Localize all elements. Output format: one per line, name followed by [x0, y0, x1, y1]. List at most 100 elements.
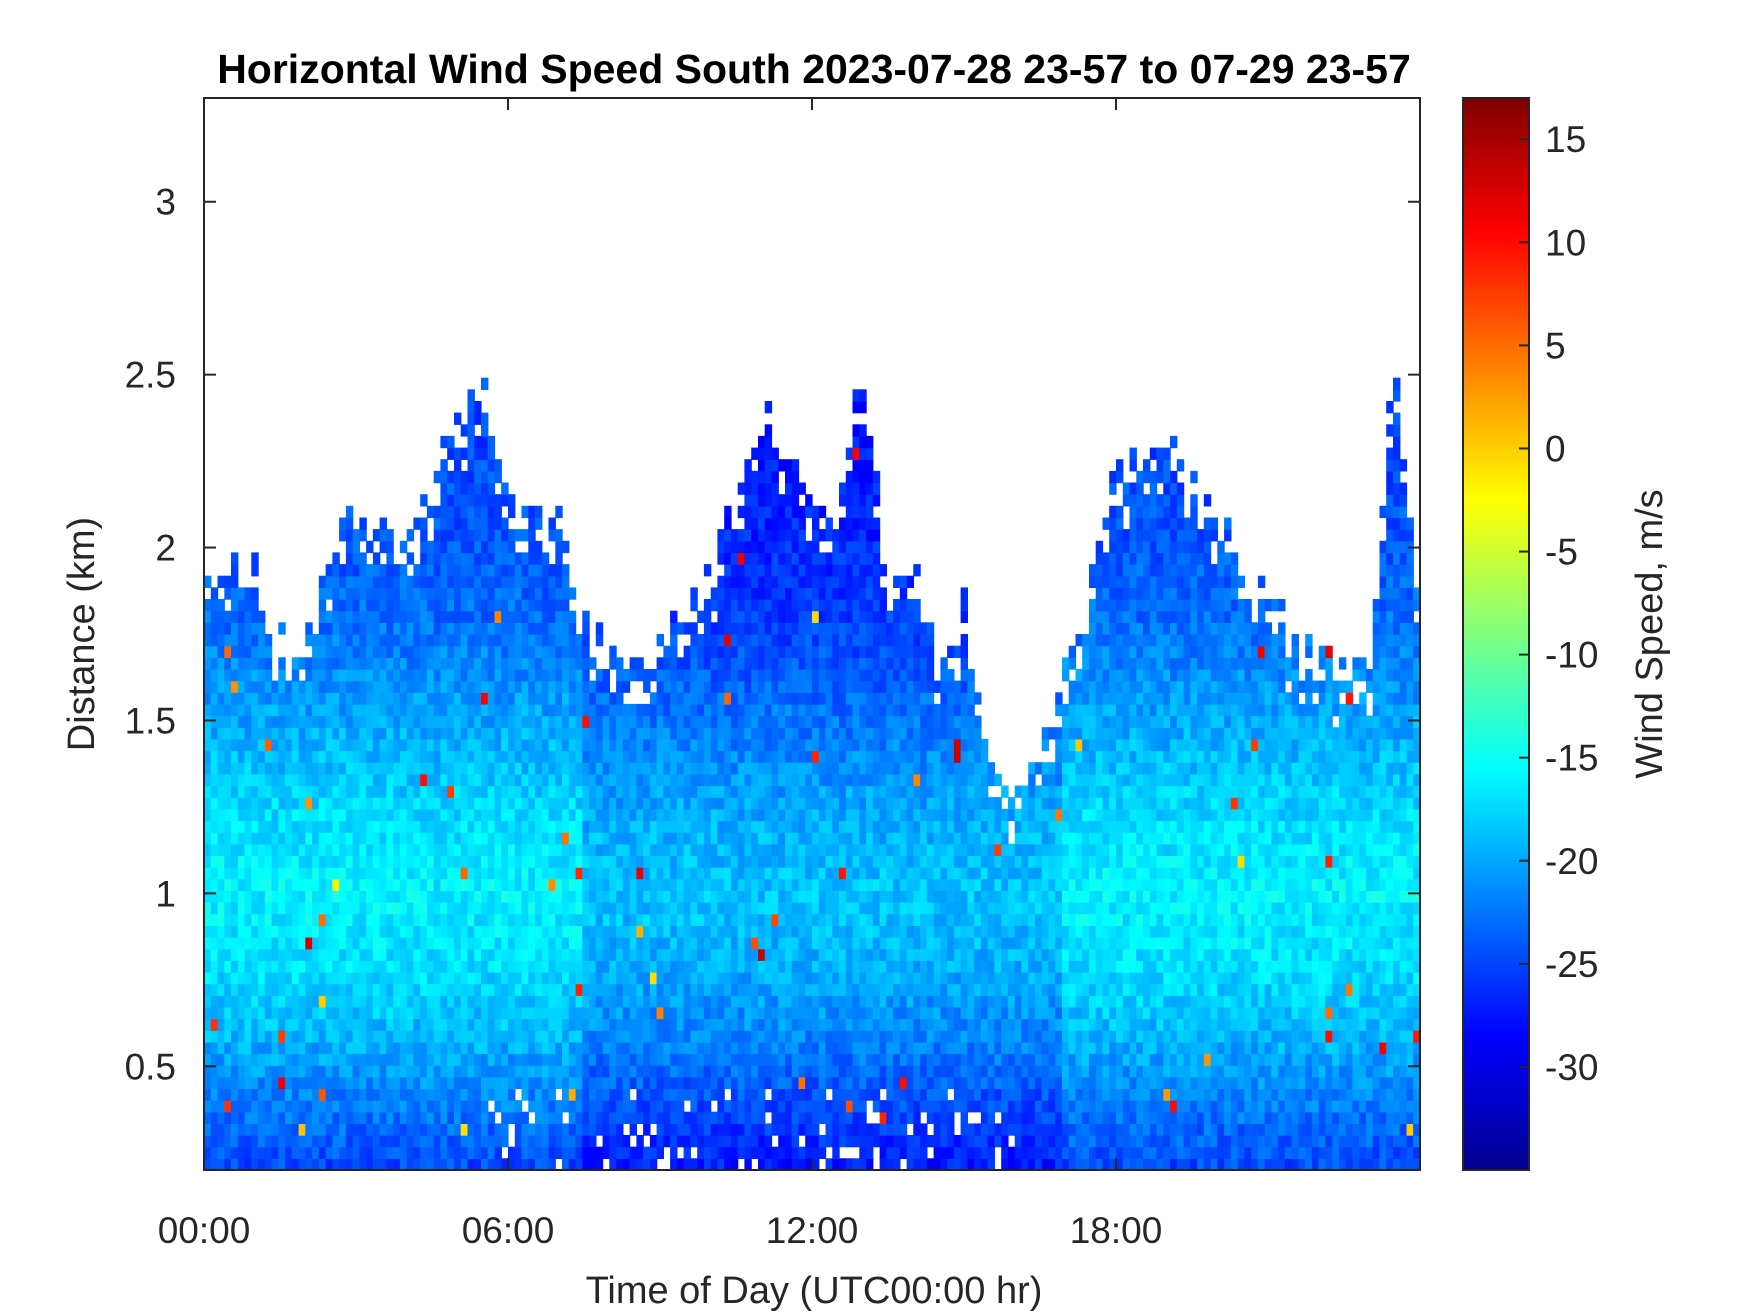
- heatmap-cell: [622, 937, 631, 950]
- heatmap-cell: [372, 832, 381, 845]
- heatmap-cell: [345, 750, 354, 763]
- heatmap-cell: [345, 902, 354, 915]
- heatmap-cell: [251, 1123, 259, 1136]
- heatmap-cell: [352, 645, 360, 658]
- heatmap-cell: [467, 505, 475, 519]
- heatmap-cell: [683, 925, 691, 938]
- heatmap-cell: [474, 925, 482, 938]
- heatmap-cell: [224, 785, 232, 798]
- heatmap-cell: [481, 925, 489, 938]
- heatmap-cell: [285, 890, 293, 903]
- heatmap-cell: [771, 773, 779, 787]
- heatmap-cell: [332, 1146, 340, 1159]
- heatmap-cell: [231, 1076, 239, 1090]
- heatmap-cell: [589, 1100, 597, 1113]
- heatmap-cell: [609, 995, 617, 1008]
- heatmap-cell: [643, 890, 651, 903]
- heatmap-cell: [454, 680, 462, 693]
- heatmap-cell: [352, 971, 360, 985]
- heatmap-cell: [494, 727, 502, 740]
- heatmap-cell: [636, 878, 644, 891]
- heatmap-cell: [231, 1088, 239, 1101]
- heatmap-cell: [460, 843, 469, 856]
- heatmap-cell: [832, 1030, 840, 1043]
- heatmap-cell: [244, 1146, 252, 1159]
- heatmap-cell: [629, 1030, 637, 1043]
- heatmap-cell: [629, 1158, 637, 1171]
- heatmap-cell: [406, 715, 415, 728]
- heatmap-cell: [636, 913, 644, 926]
- heatmap-cell: [812, 1135, 820, 1148]
- heatmap-cell: [312, 1100, 320, 1113]
- heatmap-cell: [812, 1100, 820, 1113]
- heatmap-cell: [690, 715, 698, 728]
- heatmap-cell: [839, 482, 847, 495]
- heatmap-cell: [244, 995, 252, 1008]
- heatmap-cell: [345, 657, 354, 670]
- heatmap-cell: [244, 727, 252, 740]
- heatmap-cell: [629, 913, 637, 926]
- heatmap-cell: [791, 1053, 800, 1066]
- heatmap-cell: [264, 785, 273, 798]
- heatmap-cell: [372, 960, 381, 973]
- heatmap-cell: [244, 622, 252, 635]
- heatmap-cell: [399, 1041, 408, 1055]
- heatmap-cell: [697, 610, 705, 623]
- heatmap-cell: [595, 797, 604, 810]
- heatmap-cell: [839, 645, 847, 658]
- heatmap-cell: [264, 937, 273, 950]
- heatmap-cell: [420, 808, 428, 822]
- heatmap-cell: [589, 703, 597, 717]
- heatmap-cell: [710, 1030, 719, 1043]
- heatmap-cell: [771, 517, 779, 530]
- heatmap-cell: [399, 1018, 408, 1031]
- heatmap-cell: [426, 1065, 435, 1078]
- heatmap-cell: [359, 669, 367, 682]
- heatmap-cell: [670, 645, 678, 658]
- heatmap-cell: [231, 1123, 239, 1136]
- heatmap-cell: [244, 1041, 252, 1055]
- heatmap-cell: [352, 808, 360, 822]
- heatmap-cell: [481, 412, 489, 425]
- heatmap-cell: [467, 435, 475, 449]
- heatmap-cell: [433, 540, 442, 554]
- heatmap-cell: [352, 867, 360, 880]
- heatmap-cell: [420, 913, 428, 926]
- heatmap-cell: [393, 1053, 401, 1066]
- heatmap-cell: [237, 1158, 246, 1171]
- heatmap-cell: [312, 867, 320, 880]
- heatmap-cell: [521, 785, 529, 798]
- heatmap-cell: [548, 622, 556, 635]
- heatmap-cell: [359, 855, 367, 868]
- heatmap-cell: [318, 657, 327, 670]
- heatmap-cell: [325, 715, 333, 728]
- heatmap-cell: [676, 995, 685, 1008]
- heatmap-cell: [494, 1018, 502, 1031]
- heatmap-cell: [724, 902, 732, 915]
- heatmap-cell: [730, 925, 739, 938]
- heatmap-cell: [575, 680, 583, 693]
- heatmap-cell: [332, 657, 340, 670]
- heatmap-cell: [318, 971, 327, 985]
- heatmap-cell: [204, 971, 212, 985]
- heatmap-cell: [643, 1123, 651, 1136]
- heatmap-cell: [676, 669, 685, 682]
- heatmap-cell: [609, 1123, 617, 1136]
- heatmap-cell: [568, 1146, 577, 1159]
- heatmap-cell: [805, 1088, 813, 1101]
- heatmap-cell: [440, 1053, 448, 1066]
- heatmap-cell: [758, 1018, 766, 1031]
- heatmap-cell: [697, 1100, 705, 1113]
- heatmap-cell: [332, 610, 340, 623]
- heatmap-cell: [582, 634, 590, 647]
- heatmap-cell: [474, 575, 482, 588]
- heatmap-cell: [730, 948, 739, 961]
- heatmap-cell: [210, 1053, 219, 1066]
- heatmap-cell: [291, 703, 300, 717]
- heatmap-cell: [758, 599, 766, 612]
- heatmap-cell: [305, 727, 313, 740]
- heatmap-cell: [406, 703, 415, 717]
- heatmap-cell: [420, 552, 428, 565]
- heatmap-cell: [291, 937, 300, 950]
- heatmap-cell: [298, 995, 306, 1008]
